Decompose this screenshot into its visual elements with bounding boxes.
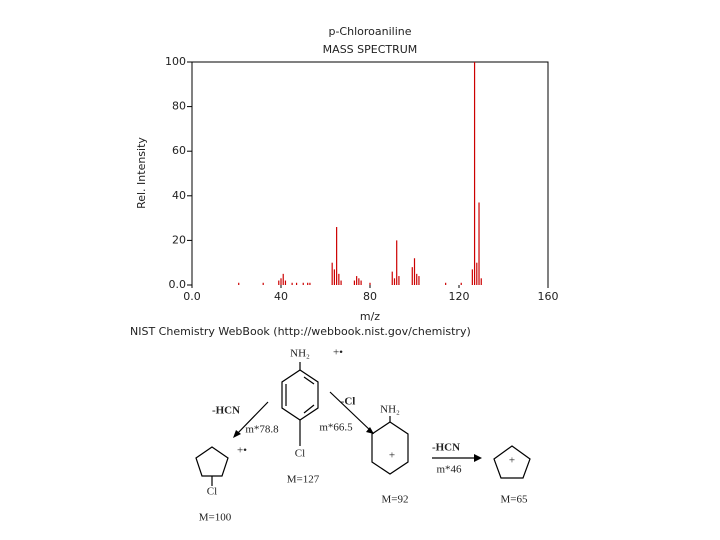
scheme-label: NH₂ — [290, 348, 310, 360]
ring — [493, 445, 531, 479]
x-tick-label: 40 — [274, 290, 288, 303]
bond — [303, 404, 315, 414]
scheme-label: Cl — [207, 486, 217, 498]
scheme-label: -HCN — [212, 405, 240, 417]
x-axis-label: m/z — [360, 310, 380, 323]
plot: 0.0 20 40 60 80 100 0.0 40 80 120 160 — [165, 55, 559, 303]
y-tick-label: 20 — [172, 233, 186, 246]
x-tick-label: 160 — [538, 290, 559, 303]
bond — [303, 376, 315, 385]
y-tick-label: 0.0 — [169, 278, 187, 291]
ring — [281, 369, 319, 421]
scheme-label: m*66.5 — [319, 422, 353, 434]
x-tick-label: 120 — [449, 290, 470, 303]
ring — [195, 446, 229, 477]
scheme-label: + — [389, 450, 395, 462]
chart-title: p-Chloroaniline — [328, 25, 411, 38]
scheme-label: m*78.8 — [245, 424, 279, 436]
scheme-label: + — [509, 455, 515, 467]
footnote: NIST Chemistry WebBook (http://webbook.n… — [130, 325, 471, 338]
scheme-label: M=92 — [382, 494, 409, 506]
x-tick-label: 80 — [363, 290, 377, 303]
frame — [192, 61, 549, 285]
scheme-label: +• — [333, 347, 343, 359]
y-tick-label: 60 — [172, 144, 186, 157]
chart-subtitle: MASS SPECTRUM — [323, 43, 418, 56]
scheme-label: M=127 — [287, 474, 320, 486]
scheme-label: M=65 — [501, 494, 528, 506]
scheme-label: -HCN — [432, 442, 460, 454]
y-axis-label: Rel. Intensity — [135, 137, 148, 209]
scheme-label: +• — [237, 445, 247, 457]
arrow — [234, 401, 269, 437]
arrowhead — [366, 427, 374, 434]
arrowhead — [474, 454, 482, 462]
scheme-label: -Cl — [341, 396, 356, 408]
ring — [371, 421, 409, 475]
scheme-label: Cl — [295, 448, 305, 460]
arrowhead — [233, 430, 241, 438]
scheme-label: M=100 — [199, 512, 232, 524]
scheme-label: m*46 — [436, 464, 462, 476]
x-tick-label: 0.0 — [183, 290, 201, 303]
arrow — [329, 391, 373, 433]
y-tick-label: 100 — [165, 55, 186, 68]
y-tick-label: 40 — [172, 189, 186, 202]
scheme: NH₂ +• -HCN -Cl m*78.8 m*66.5 Cl M=127 +• Cl M=100… — [195, 347, 531, 524]
scheme-label: NH₂ — [380, 404, 400, 416]
y-tick-label: 80 — [172, 100, 186, 113]
